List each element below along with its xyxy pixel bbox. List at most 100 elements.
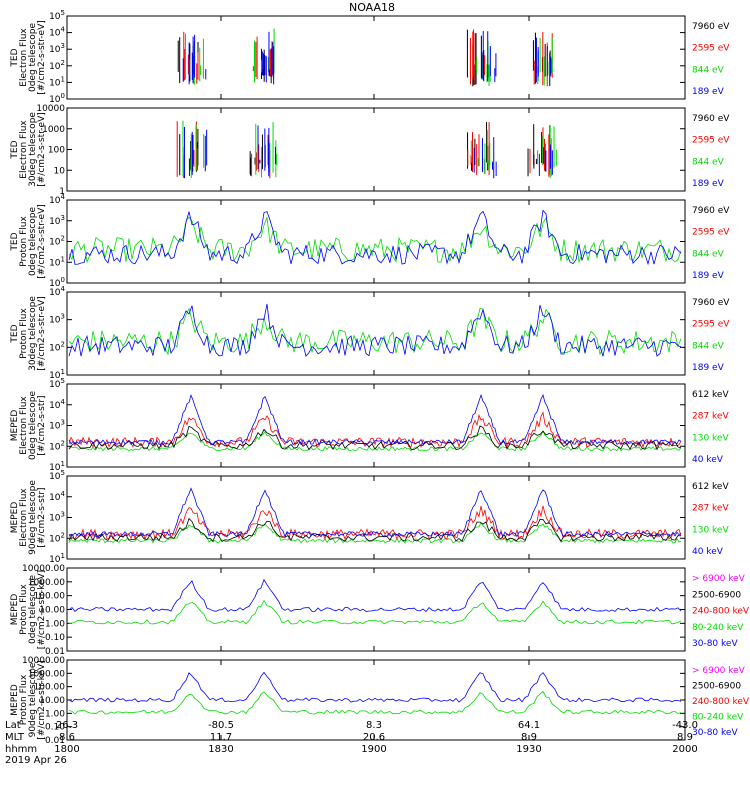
panels: 100 101 102 103 104 105 TED Electron Flux 0deg t…	[10, 9, 750, 746]
y-axis-label-line: [#/cm2-s-str-eV]	[37, 112, 47, 187]
y-tick-label: 10.00	[39, 696, 65, 706]
legend-entry: 2500-6900	[692, 590, 741, 600]
legend-entry: 40 keV	[692, 547, 724, 557]
y-tick-label: 104	[49, 26, 65, 39]
y-axis-label-line: 0deg telescope	[28, 207, 38, 277]
series-trace	[69, 599, 682, 625]
y-tick-label: 1000	[42, 125, 65, 135]
y-tick-label: 104	[49, 193, 65, 206]
y-tick-label: 1000.00	[28, 669, 65, 679]
footer-row-label-lat: Lat	[5, 720, 21, 731]
panel-frame	[66, 15, 686, 100]
y-tick-label: 0.01	[45, 736, 65, 746]
y-tick-label: 10000	[36, 104, 65, 114]
y-tick-label: 100	[48, 146, 65, 156]
y-axis-label-line: TED	[10, 324, 20, 343]
y-tick-label: 103	[49, 419, 65, 432]
series-trace	[68, 671, 682, 703]
legend-entry: 189 eV	[692, 271, 725, 281]
y-axis-label-line: [#/cm2-s-str-keV]	[37, 660, 47, 739]
y-tick-label: 102	[49, 235, 65, 248]
y-tick-label: 102	[49, 59, 65, 72]
y-tick-label: 102	[49, 439, 65, 452]
series-trace	[68, 521, 682, 544]
footer-tick-hhmm: 1830	[208, 744, 233, 755]
panel-traces	[68, 209, 682, 266]
legend-entry: 80-240 keV	[692, 623, 744, 633]
legend-entry: 80-240 keV	[692, 713, 744, 723]
legend-entry: 612 keV	[692, 390, 729, 400]
panel-traces	[68, 487, 682, 544]
y-axis-label-line: TED	[10, 48, 20, 67]
y-tick-label: 0.10	[45, 633, 65, 643]
footer-tick-hhmm: 1900	[361, 744, 386, 755]
panel-traces	[176, 120, 557, 179]
y-tick-label: 10	[54, 166, 66, 176]
y-tick-label: 100.00	[34, 683, 66, 693]
series-trace	[68, 425, 682, 451]
legend-entry: 2595 eV	[692, 320, 730, 330]
y-tick-label: 10000.00	[22, 656, 65, 666]
panel-frame	[66, 567, 686, 652]
legend-entry: 2595 eV	[692, 136, 730, 146]
footer-tick-lat: 26.3	[56, 720, 78, 731]
series-trace	[68, 578, 682, 613]
footer-tick-lat: -43.0	[672, 720, 698, 731]
legend-entry: 844 eV	[692, 249, 725, 259]
y-axis-label-line: Electron Flux	[19, 488, 29, 547]
legend-entry: > 6900 keV	[692, 574, 746, 584]
y-axis-label-line: 0deg telescope	[28, 575, 38, 645]
legend-entry: 844 eV	[692, 341, 725, 351]
panel-frame	[66, 475, 686, 560]
panel-frame	[66, 383, 686, 468]
series-trace	[68, 487, 682, 538]
footer-row-label-mlt: MLT	[5, 732, 25, 743]
y-tick-label: 101	[49, 255, 65, 268]
y-tick-label: 0.01	[45, 647, 65, 657]
y-tick-label: 101	[49, 75, 65, 88]
legend-entry: 30-80 keV	[692, 639, 738, 649]
series-trace	[68, 690, 682, 715]
legend-entry: 7960 eV	[692, 298, 730, 308]
panel-traces	[68, 393, 682, 452]
footer-tick-lat: 64.1	[518, 720, 540, 731]
footer-tick-mlt: 11.7	[210, 732, 232, 743]
footer-tick-hhmm: 1930	[516, 744, 541, 755]
y-axis-label-line: MEPED	[10, 684, 20, 716]
panel-traces	[68, 303, 682, 357]
footer-tick-lat: 8.3	[366, 720, 382, 731]
y-tick-label: 0.10	[45, 723, 65, 733]
y-tick-label: 1.00	[45, 709, 65, 719]
y-axis-label-line: [#/cm2-s-str-eV]	[37, 20, 47, 95]
y-axis-label-line: Electron Flux	[19, 396, 29, 455]
panel-7: 0.01 0.10 1.00 10.00 100.00 1000.00 10000.00 ME…	[10, 564, 750, 657]
y-tick-label: 103	[49, 214, 65, 227]
legend-entry: 2595 eV	[692, 44, 730, 54]
series-trace	[68, 430, 682, 452]
y-tick-label: 1000.00	[28, 578, 65, 588]
legend-entry: 7960 eV	[692, 114, 730, 124]
panel-8: 0.01 0.10 1.00 10.00 100.00 1000.00 10000.00 ME…	[10, 656, 750, 746]
y-axis-label-line: TED	[10, 232, 20, 251]
y-tick-label: 103	[49, 42, 65, 55]
y-tick-label: 102	[49, 340, 65, 353]
y-tick-label: 105	[49, 9, 65, 22]
panel-frame	[66, 291, 686, 376]
legend-entry: 7960 eV	[692, 206, 730, 216]
panel-2: 1 10 100 1000 10000 TED Electron Flux 30deg tel…	[10, 104, 730, 197]
series-trace	[68, 505, 682, 541]
footer-tick-hhmm: 1800	[54, 744, 79, 755]
y-axis-label-line: 30deg telescope	[28, 112, 38, 187]
legend-entry: 287 keV	[692, 504, 729, 514]
y-axis-label-line: Proton Flux	[19, 308, 29, 359]
y-tick-label: 100.00	[34, 592, 66, 602]
legend-entry: 130 keV	[692, 525, 729, 535]
y-tick-label: 104	[49, 398, 65, 411]
footer-tick-mlt: 8.6	[59, 732, 75, 743]
footer-row-label-hhmm: hhmm	[5, 744, 37, 755]
legend-entry: 30-80 keV	[692, 728, 738, 738]
panel-traces	[68, 578, 682, 625]
